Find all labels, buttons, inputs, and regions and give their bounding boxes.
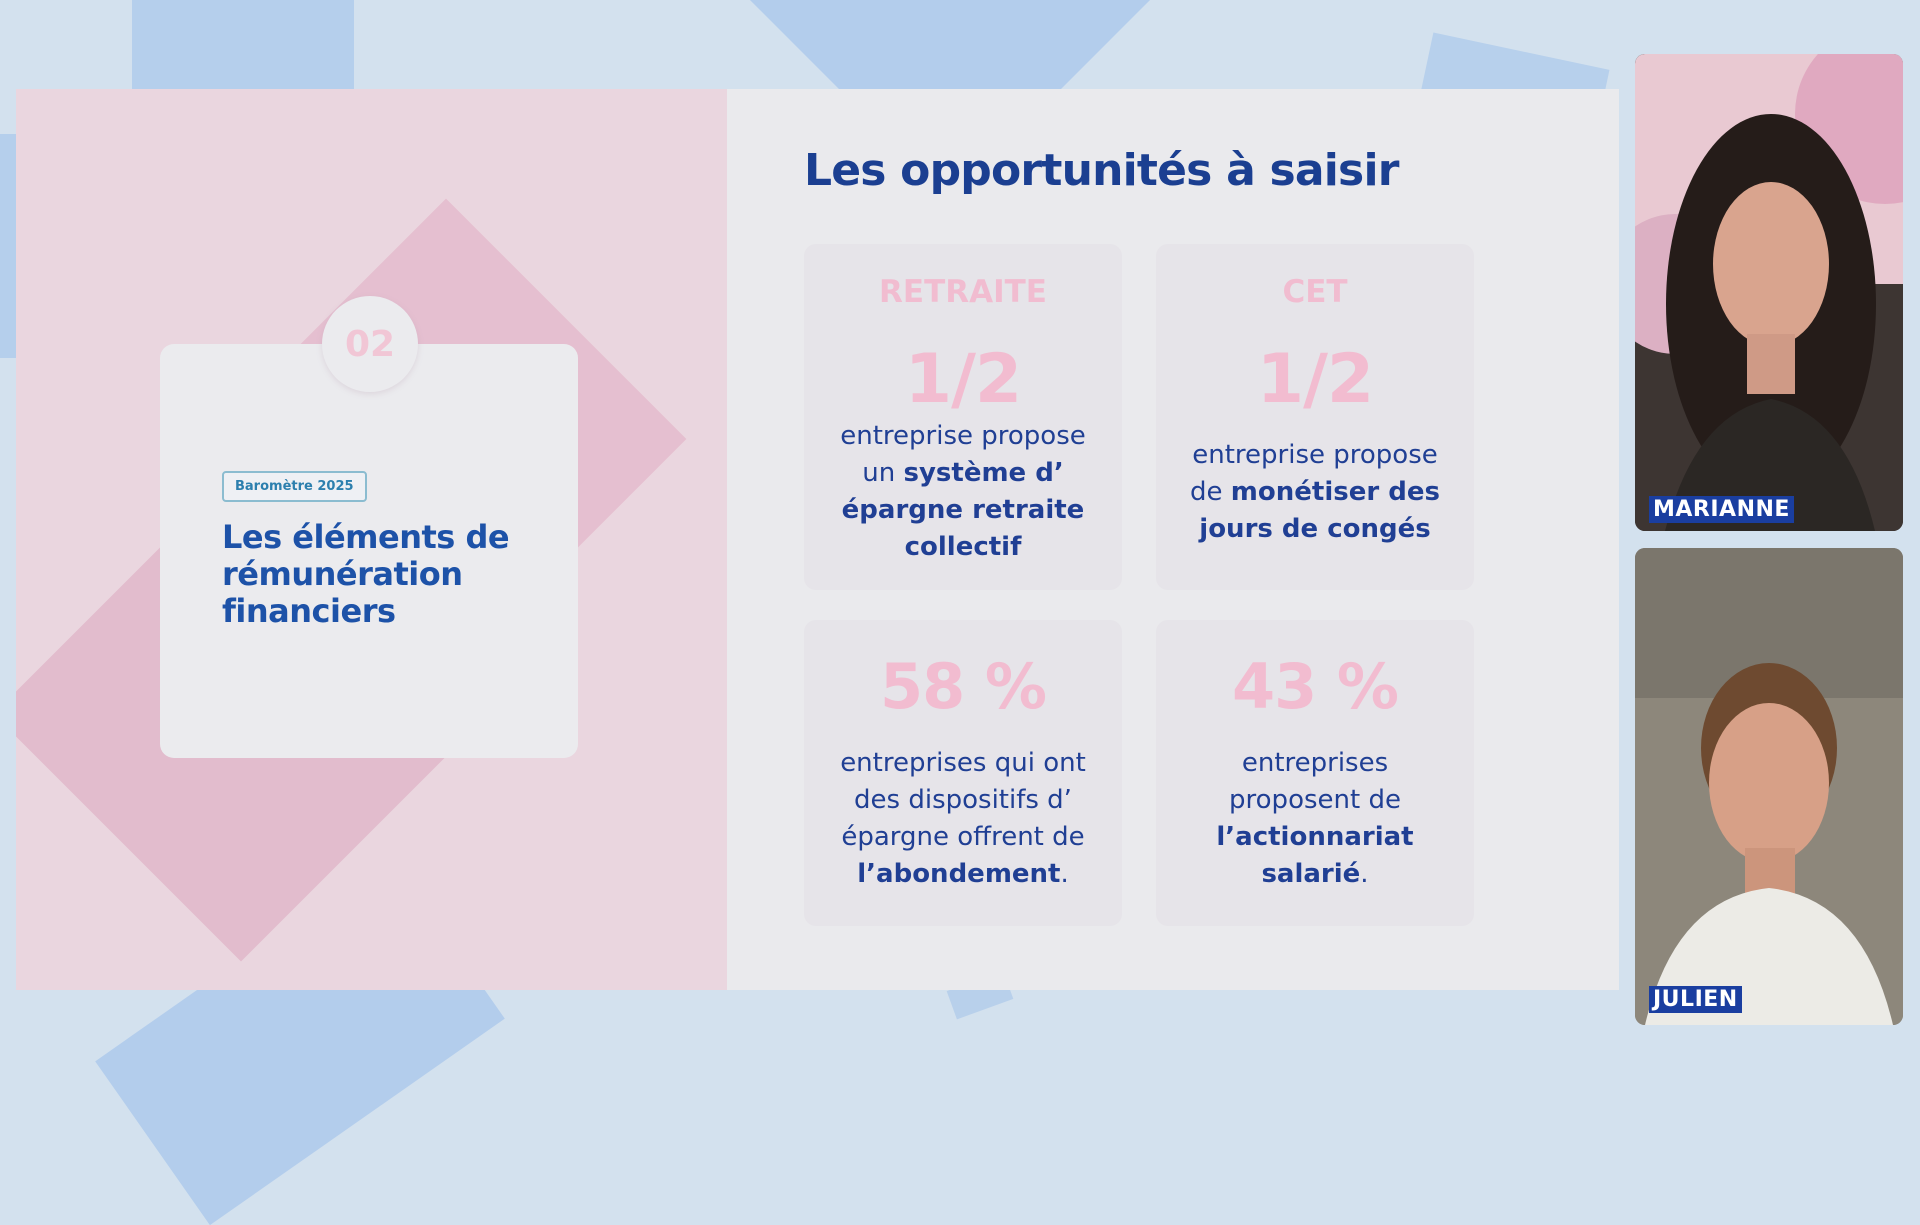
participant-video-marianne[interactable]: MARIANNE (1635, 54, 1903, 531)
tile-label: CET (1282, 274, 1348, 310)
section-title: Les éléments de rémunération financiers (222, 518, 510, 630)
slide-title: Les opportunités à saisir (804, 145, 1399, 196)
background-shape (132, 0, 354, 90)
participant-name: MARIANNE (1649, 496, 1794, 523)
stat-tile-cet: CET 1/2 entreprise propose de monétiser … (1156, 244, 1474, 590)
barometer-badge: Baromètre 2025 (222, 471, 367, 502)
tile-text: entreprise propose de monétiser des jour… (1190, 440, 1440, 544)
stat-tile-retraite: RETRAITE 1/2 entreprise propose un systè… (804, 244, 1122, 590)
tile-text: entreprises qui ont des dispositifs d’ é… (840, 748, 1086, 889)
tile-label: RETRAITE (879, 274, 1047, 310)
stat-tile-actionnariat: 43 % entreprises proposent de l’actionna… (1156, 620, 1474, 926)
participant-name: JULIEN (1649, 986, 1742, 1013)
tile-text: entreprise propose un système d’ épargne… (840, 421, 1086, 562)
background-shape (0, 134, 18, 358)
slide-right-panel: Les opportunités à saisir RETRAITE 1/2 e… (727, 89, 1619, 990)
tile-figure: 43 % (1232, 650, 1399, 723)
tile-text: entreprises proposent de l’actionnariat … (1216, 748, 1414, 889)
participant-video-julien[interactable]: JULIEN (1635, 548, 1903, 1025)
section-card: 02 Baromètre 2025 Les éléments de rémuné… (160, 296, 578, 758)
participant-portrait (1635, 54, 1903, 531)
participant-portrait (1635, 548, 1903, 1025)
stat-tile-abondement: 58 % entreprises qui ont des dispositifs… (804, 620, 1122, 926)
tile-figure: 1/2 (1256, 340, 1374, 419)
section-number: 02 (322, 296, 418, 392)
tile-figure: 58 % (880, 650, 1047, 723)
shared-slide: 02 Baromètre 2025 Les éléments de rémuné… (16, 89, 1619, 990)
slide-left-panel: 02 Baromètre 2025 Les éléments de rémuné… (16, 89, 727, 990)
tile-figure: 1/2 (904, 340, 1022, 419)
